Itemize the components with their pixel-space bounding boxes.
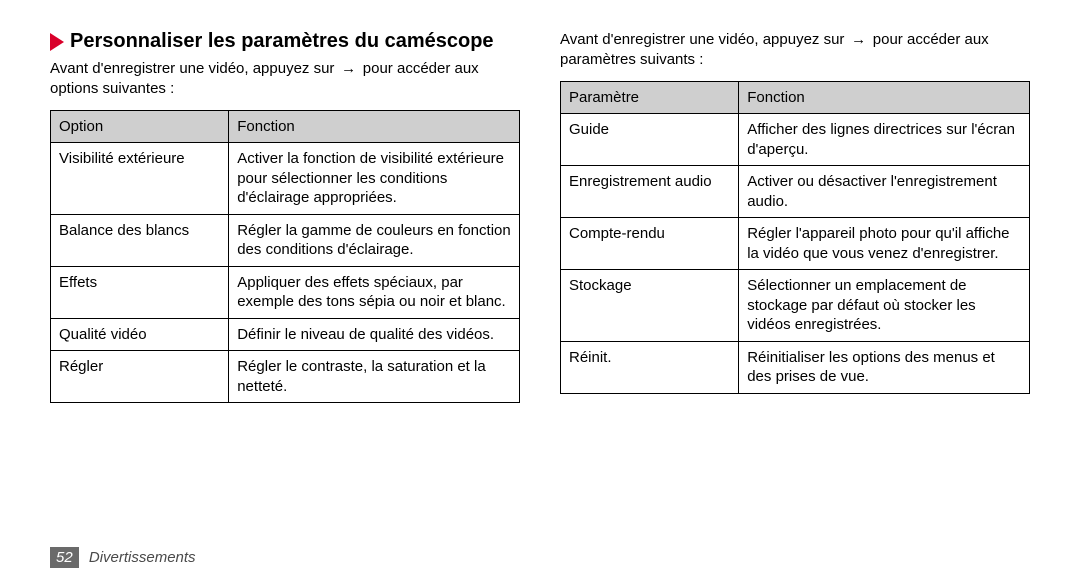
cell-fonction: Activer la fonction de visibilité extéri… xyxy=(229,143,520,215)
table-row: Enregistrement audio Activer ou désactiv… xyxy=(561,166,1030,218)
cell-fonction: Réinitialiser les options des menus et d… xyxy=(739,341,1030,393)
table-row: Effets Appliquer des effets spéciaux, pa… xyxy=(51,266,520,318)
section-heading: Personnaliser les paramètres du caméscop… xyxy=(50,30,520,53)
cell-fonction: Régler l'appareil photo pour qu'il affic… xyxy=(739,218,1030,270)
cell-fonction: Afficher des lignes directrices sur l'éc… xyxy=(739,114,1030,166)
page-number: 52 xyxy=(50,547,79,568)
cell-parametre: Réinit. xyxy=(561,341,739,393)
table-row: Compte-rendu Régler l'appareil photo pou… xyxy=(561,218,1030,270)
table-header-fonction: Fonction xyxy=(739,81,1030,114)
cell-fonction: Définir le niveau de qualité des vidéos. xyxy=(229,318,520,351)
heading-title: Personnaliser les paramètres du caméscop… xyxy=(70,30,494,53)
chevron-icon xyxy=(50,33,64,51)
cell-parametre: Enregistrement audio xyxy=(561,166,739,218)
cell-option: Régler xyxy=(51,351,229,403)
table-row: Qualité vidéo Définir le niveau de quali… xyxy=(51,318,520,351)
table-header-parametre: Paramètre xyxy=(561,81,739,114)
table-row: Guide Afficher des lignes directrices su… xyxy=(561,114,1030,166)
table-row: Visibilité extérieure Activer la fonctio… xyxy=(51,143,520,215)
cell-fonction: Régler la gamme de couleurs en fonction … xyxy=(229,214,520,266)
table-header-fonction: Fonction xyxy=(229,110,520,143)
right-column: Avant d'enregistrer une vidéo, appuyez s… xyxy=(560,30,1030,530)
parameters-table: Paramètre Fonction Guide Afficher des li… xyxy=(560,81,1030,394)
options-table: Option Fonction Visibilité extérieure Ac… xyxy=(50,110,520,404)
cell-fonction: Régler le contraste, la saturation et la… xyxy=(229,351,520,403)
cell-parametre: Compte-rendu xyxy=(561,218,739,270)
table-header-option: Option xyxy=(51,110,229,143)
cell-option: Visibilité extérieure xyxy=(51,143,229,215)
right-intro: Avant d'enregistrer une vidéo, appuyez s… xyxy=(560,30,1030,71)
cell-fonction: Sélectionner un emplacement de stockage … xyxy=(739,270,1030,342)
cell-option: Balance des blancs xyxy=(51,214,229,266)
intro-text-before: Avant d'enregistrer une vidéo, appuyez s… xyxy=(560,31,849,48)
left-intro: Avant d'enregistrer une vidéo, appuyez s… xyxy=(50,59,520,100)
section-name: Divertissements xyxy=(89,549,196,566)
cell-fonction: Appliquer des effets spéciaux, par exemp… xyxy=(229,266,520,318)
left-column: Personnaliser les paramètres du caméscop… xyxy=(50,30,520,530)
table-row: Régler Régler le contraste, la saturatio… xyxy=(51,351,520,403)
cell-option: Qualité vidéo xyxy=(51,318,229,351)
cell-parametre: Stockage xyxy=(561,270,739,342)
intro-text-before: Avant d'enregistrer une vidéo, appuyez s… xyxy=(50,60,339,77)
cell-fonction: Activer ou désactiver l'enregistrement a… xyxy=(739,166,1030,218)
arrow-icon: → xyxy=(339,59,359,79)
cell-parametre: Guide xyxy=(561,114,739,166)
cell-option: Effets xyxy=(51,266,229,318)
page-content: Personnaliser les paramètres du caméscop… xyxy=(0,0,1080,530)
table-row: Stockage Sélectionner un emplacement de … xyxy=(561,270,1030,342)
table-row: Réinit. Réinitialiser les options des me… xyxy=(561,341,1030,393)
arrow-icon: → xyxy=(849,30,869,50)
page-footer: 52 Divertissements xyxy=(50,549,196,566)
table-row: Balance des blancs Régler la gamme de co… xyxy=(51,214,520,266)
